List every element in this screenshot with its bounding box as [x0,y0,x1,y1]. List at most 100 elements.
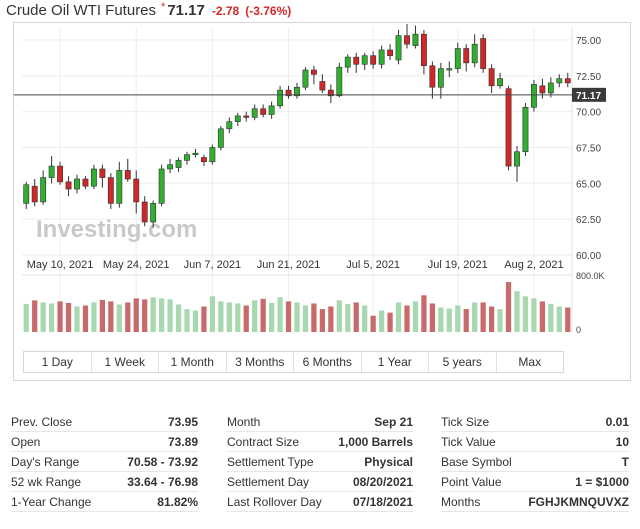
volume-bar [514,291,520,332]
volume-bar [328,306,334,332]
candle-body [471,43,478,64]
candle-body [48,165,55,178]
volume-bar [421,295,427,332]
volume-bar [336,300,342,332]
volume-bar [387,312,393,332]
candlestick-chart[interactable]: 75.00 72.50 70.00 67.50 65.00 62.50 60.00 May 1… [14,23,632,382]
volume-bar [252,300,258,332]
volume-bar [455,305,461,332]
volume-bar [209,296,216,332]
x-tick-label: May 10, 2021 [27,259,94,271]
volume-bar [150,297,156,332]
candle-body [192,152,199,155]
stat-row: Prev. Close 73.95 [11,412,198,432]
candle-body [564,78,571,84]
volume-bar [23,303,29,332]
candle-body [480,38,487,69]
stat-row: Contract Size 1,000 Barrels [227,432,413,452]
range-5-years-button[interactable]: 5 years [429,352,497,372]
stat-value: 33.64 - 76.98 [127,474,198,489]
range-6-months-button[interactable]: 6 Months [294,352,362,372]
volume-bar [201,306,207,332]
volume-bar [243,305,249,332]
volume-bar [192,310,199,332]
range-1-day-button[interactable]: 1 Day [24,352,92,372]
y-tick-label: 67.50 [576,143,601,154]
time-range-selector: 1 Day 1 Week 1 Month 3 Months 6 Months 1… [23,351,564,373]
stat-value: 07/18/2021 [352,494,413,509]
candle-body [40,177,47,203]
stat-label: Settlement Day [227,474,310,489]
range-3-months-button[interactable]: 3 Months [227,352,294,372]
stat-row: 52 wk Range 33.64 - 76.98 [11,472,198,492]
volume-bar [277,297,283,332]
volume-bar [531,298,537,332]
candle-body [74,178,80,190]
candle-body [530,84,537,108]
volume-bar [167,299,173,332]
stat-row: Last Rollover Day 07/18/2021 [227,492,413,512]
volume-bar [539,301,546,332]
candle-body [133,178,140,203]
stat-row: Months FGHJKMNQUVXZ [441,492,629,512]
stat-value: 73.89 [167,434,198,449]
volume-bar [429,303,436,332]
candle-body [209,147,216,163]
volume-bar [48,303,55,332]
volume-bar [438,307,444,332]
last-price: 71.17 [167,2,205,19]
instrument-title: Crude Oil WTI Futures [6,2,157,19]
stat-row: Day's Range 70.58 - 73.92 [11,452,198,472]
candle-body [327,89,334,97]
volume-bar [57,301,63,332]
stats-column-3: Tick Size 0.01 Tick Value 10 Base Symbol T … [441,412,629,512]
candle-body [437,68,444,88]
candle-body [184,154,190,161]
candle-body [378,49,385,65]
volume-bar [311,303,317,332]
volume-bar [319,309,326,332]
y-tick-label: 62.50 [576,215,601,226]
candle-body [57,165,63,183]
candle-body [404,35,410,45]
range-1-month-button[interactable]: 1 Month [159,352,227,372]
volume-bar [294,302,300,332]
contract-details: Prev. Close 73.95 Open 73.89 Day's Range 70… [11,412,631,524]
volume-bar [158,298,165,332]
x-tick-label: Jun 21, 2021 [257,259,321,271]
volume-bar [235,303,241,332]
candle-body [294,86,300,97]
stat-label: 52 wk Range [11,474,82,489]
candle-body [251,108,258,118]
volume-bar [472,302,478,332]
range-1-week-button[interactable]: 1 Week [92,352,159,372]
volume-bar [99,299,106,332]
stat-value: Physical [364,454,413,469]
range-1-year-button[interactable]: 1 Year [362,352,429,372]
range-max-button[interactable]: Max [518,355,542,369]
stat-row: Base Symbol T [441,452,629,472]
volume-bar [175,304,182,332]
candle-body [420,33,427,67]
price-change: -2.78 [211,4,240,18]
volume-bar [142,299,148,332]
stat-value: 81.82% [157,494,198,509]
candle-body [353,56,360,65]
candle-body [539,85,546,94]
volume-bar [226,302,232,332]
current-price-tag [572,87,606,102]
candle-body [319,81,326,91]
volume-bar [32,300,38,332]
stat-row: Settlement Type Physical [227,452,413,472]
candle-body [454,48,461,69]
candle-body [201,157,207,163]
y-tick-label: 75.00 [576,36,601,47]
volume-bar [353,302,359,332]
delayed-star-icon: * [161,1,166,13]
volume-bar [370,315,376,332]
candle-body [429,65,436,88]
stat-label: Open [11,434,41,449]
candle-body [463,48,470,64]
x-tick-label: May 24, 2021 [103,259,170,271]
volume-bar [404,305,410,332]
